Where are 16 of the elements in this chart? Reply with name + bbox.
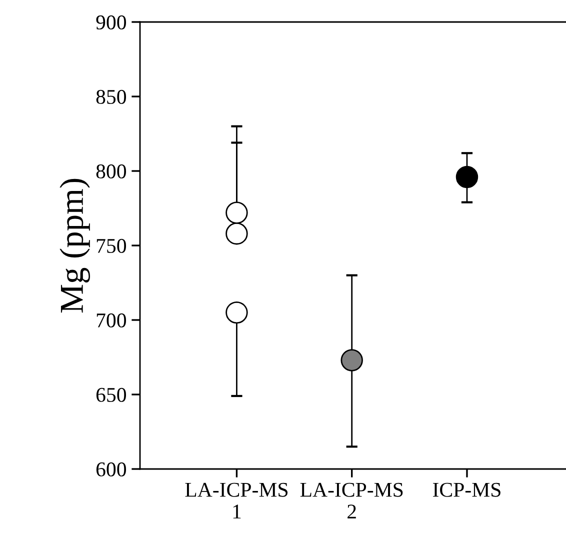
point [226, 301, 248, 324]
y-tick-label: 750 [96, 238, 126, 253]
y-tick-label: 600 [96, 462, 126, 476]
point [340, 349, 363, 372]
y-tick-label: 850 [96, 90, 126, 104]
x-tick-label: LA-ICP-MS 1 [185, 482, 288, 518]
y-tick-label: 650 [96, 388, 126, 402]
y-tick-label: 800 [96, 164, 126, 178]
point [456, 166, 478, 188]
x-tick-label: ICP-MS [433, 482, 500, 497]
y-tick-label: 900 [96, 15, 126, 30]
x-tick-label: LA-ICP-MS 2 [300, 482, 403, 518]
y-tick-label: 700 [96, 313, 126, 328]
y-axis-title: Mg (ppm) [60, 178, 90, 313]
point [226, 202, 248, 224]
point [226, 222, 248, 245]
